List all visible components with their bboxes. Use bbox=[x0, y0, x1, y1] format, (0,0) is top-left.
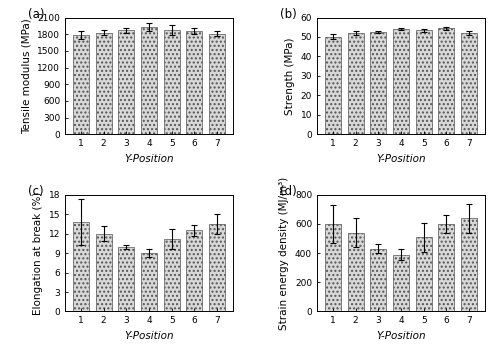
Bar bbox=[96, 234, 112, 312]
Bar bbox=[186, 31, 202, 134]
Y-axis label: Strength (MPa): Strength (MPa) bbox=[285, 37, 295, 114]
Bar bbox=[325, 224, 341, 312]
Bar bbox=[348, 33, 364, 134]
Y-axis label: Elongation at break (%): Elongation at break (%) bbox=[33, 191, 43, 315]
Y-axis label: Strain energy density (MJ/m³): Strain energy density (MJ/m³) bbox=[280, 176, 289, 330]
Text: (a): (a) bbox=[28, 8, 44, 21]
Bar bbox=[325, 36, 341, 134]
Bar bbox=[416, 30, 432, 134]
Bar bbox=[209, 34, 225, 134]
Bar bbox=[348, 233, 364, 312]
Bar bbox=[370, 32, 386, 134]
Bar bbox=[141, 253, 157, 312]
Bar bbox=[393, 254, 409, 312]
Bar bbox=[393, 29, 409, 134]
Bar bbox=[96, 33, 112, 134]
Bar bbox=[164, 30, 180, 134]
Bar bbox=[186, 231, 202, 312]
X-axis label: Y-Position: Y-Position bbox=[124, 331, 174, 341]
X-axis label: Y-Position: Y-Position bbox=[376, 331, 426, 341]
Text: (d): (d) bbox=[280, 186, 297, 198]
Bar bbox=[461, 33, 477, 134]
Bar bbox=[118, 30, 134, 134]
Text: (c): (c) bbox=[28, 186, 44, 198]
Bar bbox=[73, 222, 89, 312]
Bar bbox=[73, 35, 89, 134]
Bar bbox=[461, 218, 477, 312]
Bar bbox=[416, 237, 432, 312]
X-axis label: Y-Position: Y-Position bbox=[376, 154, 426, 163]
Bar bbox=[209, 224, 225, 312]
Text: (b): (b) bbox=[280, 8, 297, 21]
Y-axis label: Tensile modulus (MPa): Tensile modulus (MPa) bbox=[22, 18, 32, 134]
X-axis label: Y-Position: Y-Position bbox=[124, 154, 174, 163]
Bar bbox=[438, 28, 454, 134]
Bar bbox=[438, 224, 454, 312]
Bar bbox=[141, 27, 157, 134]
Bar bbox=[164, 239, 180, 312]
Bar bbox=[370, 249, 386, 312]
Bar bbox=[118, 247, 134, 312]
